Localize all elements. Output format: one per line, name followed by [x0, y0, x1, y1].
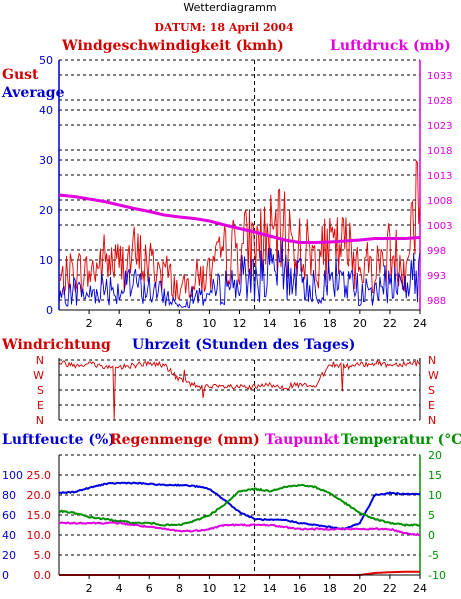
wind-x-tick-18: 18: [323, 317, 337, 330]
wind-tick-0: 0: [46, 304, 53, 317]
direction-left-tick-1: W: [33, 369, 44, 382]
climate-x-tick-8: 8: [176, 582, 183, 595]
rain-tick-0: 0.0: [34, 569, 52, 582]
wind-tick-40: 40: [39, 104, 53, 117]
wind-x-tick-12: 12: [233, 317, 247, 330]
pressure-tick-993: 993: [427, 271, 446, 282]
climate-x-tick-18: 18: [323, 582, 337, 595]
climate-x-tick-12: 12: [233, 582, 247, 595]
wind-tick-30: 30: [39, 154, 53, 167]
pressure-tick-1018: 1018: [427, 146, 452, 157]
wind-tick-50: 50: [39, 54, 53, 67]
direction-left-tick-4: N: [36, 414, 44, 427]
humidity-tick-20: 20: [2, 549, 16, 562]
pressure-tick-998: 998: [427, 246, 446, 257]
direction-right-tick-4: N: [428, 414, 436, 427]
climate-x-tick-16: 16: [293, 582, 307, 595]
wind-x-tick-22: 22: [383, 317, 397, 330]
legend-gust: Gust: [2, 67, 39, 83]
pressure-title: Luftdruck (mb): [330, 38, 451, 54]
pressure-tick-1023: 1023: [427, 121, 452, 132]
wind-tick-10: 10: [39, 254, 53, 267]
direction-right-tick-3: E: [428, 399, 435, 412]
pressure-tick-1003: 1003: [427, 221, 452, 232]
pressure-series-line: [58, 193, 421, 244]
legend-average: Average: [1, 85, 65, 101]
direction-series-line: [58, 358, 421, 420]
wind-x-tick-4: 4: [116, 317, 123, 330]
rain-tick-4: 20.0: [27, 489, 52, 502]
pressure-tick-1033: 1033: [427, 71, 452, 82]
average-series-line: [58, 239, 421, 309]
temp-tick-5: 5: [428, 509, 435, 522]
wind-x-tick-24: 24: [413, 317, 427, 330]
humidity-tick-40: 40: [2, 529, 16, 542]
wind-x-tick-10: 10: [202, 317, 216, 330]
rain-tick-2: 10.0: [27, 529, 52, 542]
climate-x-tick-6: 6: [146, 582, 153, 595]
humidity-tick-60: 60: [2, 509, 16, 522]
pressure-tick-1028: 1028: [427, 96, 452, 107]
wind-x-tick-8: 8: [176, 317, 183, 330]
climate-x-tick-20: 20: [353, 582, 367, 595]
temp-tick--5: -5: [428, 549, 439, 562]
humidity-tick-80: 80: [2, 489, 16, 502]
climate-x-tick-22: 22: [383, 582, 397, 595]
date-label: DATUM: 18 April 2004: [154, 21, 294, 34]
wind-x-tick-20: 20: [353, 317, 367, 330]
pressure-tick-1013: 1013: [427, 171, 452, 182]
wind-x-tick-14: 14: [263, 317, 277, 330]
direction-right-tick-0: N: [428, 354, 436, 367]
humidity-tick-0: 0: [2, 569, 9, 582]
plot-layer: 9889939981003100810131018102310281033010…: [2, 54, 452, 595]
temp-tick-15: 15: [428, 469, 442, 482]
humidity-title: Luftfeucte (%): [2, 432, 115, 448]
wind-title: Windgeschwindigkeit (kmh): [61, 38, 284, 54]
temp-tick-20: 20: [428, 449, 442, 462]
dewpoint-series-line: [58, 521, 421, 537]
direction-left-tick-0: N: [36, 354, 44, 367]
temp-tick-10: 10: [428, 489, 442, 502]
climate-x-tick-24: 24: [413, 582, 427, 595]
temp-tick--10: -10: [428, 569, 446, 582]
pressure-tick-1008: 1008: [427, 196, 452, 207]
rain-title: Regenmenge (mm): [110, 432, 260, 448]
rain-tick-1: 5.0: [34, 549, 52, 562]
direction-right-tick-1: W: [428, 369, 439, 382]
diagram-title: Wetterdiagramm: [183, 1, 276, 14]
humidity-series-line: [58, 481, 421, 531]
time-axis-label: Uhrzeit (Stunden des Tages): [132, 337, 355, 353]
humidity-tick-100: 100: [2, 469, 23, 482]
wind-x-tick-16: 16: [293, 317, 307, 330]
wind-x-tick-2: 2: [86, 317, 93, 330]
gust-series-line: [58, 159, 421, 301]
temperature-series-line: [58, 483, 421, 527]
wind-tick-20: 20: [39, 204, 53, 217]
dewpoint-title: Taupunkt: [265, 432, 340, 448]
climate-x-tick-10: 10: [202, 582, 216, 595]
climate-x-tick-4: 4: [116, 582, 123, 595]
pressure-tick-988: 988: [427, 296, 446, 307]
direction-left-tick-2: S: [37, 384, 44, 397]
climate-x-tick-2: 2: [86, 582, 93, 595]
wind-x-tick-6: 6: [146, 317, 153, 330]
direction-left-tick-3: E: [37, 399, 44, 412]
temp-tick-0: 0: [428, 529, 435, 542]
direction-title: Windrichtung: [1, 337, 111, 353]
rain-tick-3: 15.0: [27, 509, 52, 522]
climate-x-tick-14: 14: [263, 582, 277, 595]
direction-right-tick-2: S: [428, 384, 435, 397]
temperature-title: Temperatur (°C): [341, 432, 461, 448]
rain-tick-5: 25.0: [27, 469, 52, 482]
